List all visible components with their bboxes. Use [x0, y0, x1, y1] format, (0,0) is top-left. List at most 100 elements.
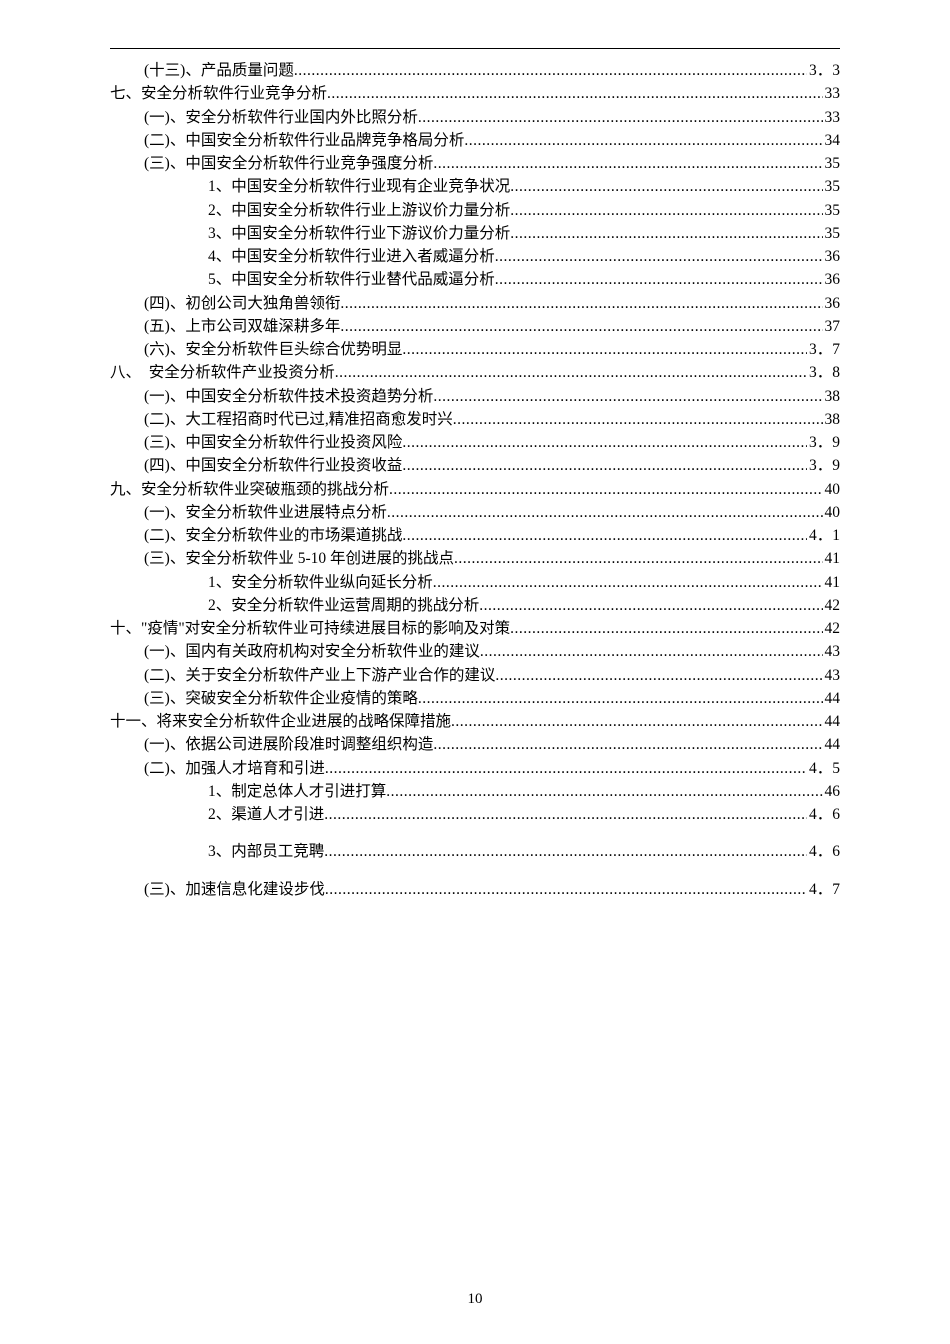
- toc-row: 十一、将来安全分析软件企业进展的战略保障措施44: [110, 710, 840, 733]
- toc-leader-dots: [387, 501, 823, 524]
- toc-leader-dots: [402, 454, 807, 477]
- toc-leader-dots: [495, 268, 823, 291]
- toc-entry-label: 2、安全分析软件业运营周期的挑战分析: [208, 594, 479, 617]
- toc-entry-label: 3、内部员工竞聘: [208, 840, 324, 863]
- toc-leader-dots: [510, 222, 822, 245]
- toc-leader-dots: [480, 640, 823, 663]
- toc-entry-page: 40: [823, 501, 841, 524]
- toc-row: (三)、加速信息化建设步伐 4．7: [110, 878, 840, 901]
- toc-leader-dots: [495, 664, 822, 687]
- toc-entry-page: 42: [823, 617, 841, 640]
- toc-leader-dots: [325, 878, 807, 901]
- toc-row: (四)、初创公司大独角兽领衔36: [110, 292, 840, 315]
- toc-entry-label: 1、中国安全分析软件行业现有企业竞争状况: [208, 175, 510, 198]
- toc-row: 1、安全分析软件业纵向延长分析 41: [110, 571, 840, 594]
- toc-leader-dots: [464, 129, 822, 152]
- toc-entry-label: (三)、安全分析软件业 5-10 年创进展的挑战点: [144, 547, 454, 570]
- toc-entry-page: 3．8: [807, 361, 840, 384]
- toc-leader-dots: [386, 780, 822, 803]
- toc-entry-label: (一)、国内有关政府机构对安全分析软件业的建议: [144, 640, 480, 663]
- toc-entry-page: 38: [823, 408, 841, 431]
- toc-entry-label: 1、制定总体人才引进打算: [208, 780, 386, 803]
- toc-entry-page: 46: [823, 780, 841, 803]
- toc-entry-label: (三)、加速信息化建设步伐: [144, 878, 325, 901]
- toc-entry-page: 35: [823, 222, 841, 245]
- toc-entry-label: (三)、突破安全分析软件企业疫情的策略: [144, 687, 418, 710]
- toc-row: (一)、依据公司进展阶段准时调整组织构造44: [110, 733, 840, 756]
- toc-entry-page: 42: [823, 594, 841, 617]
- toc-entry-label: 1、安全分析软件业纵向延长分析: [208, 571, 433, 594]
- toc-entry-label: (三)、中国安全分析软件行业竞争强度分析: [144, 152, 433, 175]
- toc-leader-dots: [402, 431, 807, 454]
- toc-row: (一)、国内有关政府机构对安全分析软件业的建议 43: [110, 640, 840, 663]
- toc-row: (二)、安全分析软件业的市场渠道挑战 4．1: [110, 524, 840, 547]
- toc-entry-page: 43: [823, 664, 841, 687]
- toc-row: 2、中国安全分析软件行业上游议价力量分析35: [110, 199, 840, 222]
- toc-entry-page: 3．9: [807, 431, 840, 454]
- toc-entry-page: 33: [823, 106, 841, 129]
- table-of-contents: (十三)、产品质量问题 3．3七、安全分析软件行业竞争分析33(一)、安全分析软…: [110, 59, 840, 901]
- toc-row: (三)、中国安全分析软件行业投资风险 3．9: [110, 431, 840, 454]
- toc-leader-dots: [325, 757, 807, 780]
- toc-leader-dots: [418, 106, 823, 129]
- toc-entry-label: (四)、初创公司大独角兽领衔: [144, 292, 340, 315]
- toc-entry-page: 33: [823, 82, 841, 105]
- toc-row: 1、制定总体人才引进打算 46: [110, 780, 840, 803]
- toc-row: (一)、安全分析软件业进展特点分析 40: [110, 501, 840, 524]
- toc-entry-page: 34: [823, 129, 841, 152]
- toc-row: 2、渠道人才引进 4．6: [110, 803, 840, 826]
- toc-row: (一)、安全分析软件行业国内外比照分析 33: [110, 106, 840, 129]
- toc-entry-page: 38: [823, 385, 841, 408]
- toc-leader-dots: [433, 152, 822, 175]
- toc-row: (三)、安全分析软件业 5-10 年创进展的挑战点 41: [110, 547, 840, 570]
- toc-row: 5、中国安全分析软件行业替代品威逼分析 36: [110, 268, 840, 291]
- toc-entry-label: 八、 安全分析软件产业投资分析: [110, 361, 335, 384]
- toc-entry-label: (二)、大工程招商时代已过,精准招商愈发时兴: [144, 408, 453, 431]
- toc-entry-label: 2、渠道人才引进: [208, 803, 324, 826]
- toc-entry-page: 4．1: [807, 524, 840, 547]
- toc-entry-page: 44: [823, 687, 841, 710]
- toc-row: (一)、中国安全分析软件技术投资趋势分析38: [110, 385, 840, 408]
- toc-entry-label: (一)、安全分析软件业进展特点分析: [144, 501, 387, 524]
- toc-row: (四)、中国安全分析软件行业投资收益 3．9: [110, 454, 840, 477]
- toc-entry-label: 2、中国安全分析软件行业上游议价力量分析: [208, 199, 510, 222]
- toc-entry-label: (四)、中国安全分析软件行业投资收益: [144, 454, 402, 477]
- toc-row: (二)、大工程招商时代已过,精准招商愈发时兴 38: [110, 408, 840, 431]
- toc-leader-dots: [340, 315, 822, 338]
- toc-entry-label: (一)、安全分析软件行业国内外比照分析: [144, 106, 418, 129]
- toc-entry-page: 40: [823, 478, 841, 501]
- toc-entry-label: (二)、中国安全分析软件行业品牌竞争格局分析: [144, 129, 464, 152]
- toc-entry-page: 41: [823, 547, 841, 570]
- toc-entry-page: 37: [823, 315, 841, 338]
- toc-entry-label: (二)、加强人才培育和引进: [144, 757, 325, 780]
- toc-entry-page: 36: [823, 245, 841, 268]
- toc-entry-page: 41: [823, 571, 841, 594]
- toc-entry-label: (一)、依据公司进展阶段准时调整组织构造: [144, 733, 433, 756]
- toc-entry-page: 4．6: [807, 840, 840, 863]
- toc-leader-dots: [433, 733, 822, 756]
- toc-leader-dots: [451, 710, 822, 733]
- toc-row: (三)、中国安全分析软件行业竞争强度分析 35: [110, 152, 840, 175]
- toc-entry-page: 35: [823, 175, 841, 198]
- toc-entry-page: 4．5: [807, 757, 840, 780]
- toc-entry-label: 3、中国安全分析软件行业下游议价力量分析: [208, 222, 510, 245]
- toc-entry-page: 4．6: [807, 803, 840, 826]
- toc-leader-dots: [433, 571, 823, 594]
- toc-entry-page: 4．7: [807, 878, 840, 901]
- toc-entry-page: 35: [823, 152, 841, 175]
- toc-row: 七、安全分析软件行业竞争分析33: [110, 82, 840, 105]
- toc-entry-label: (二)、安全分析软件业的市场渠道挑战: [144, 524, 402, 547]
- toc-entry-page: 3．9: [807, 454, 840, 477]
- toc-row: (二)、关于安全分析软件产业上下游产业合作的建议43: [110, 664, 840, 687]
- toc-entry-label: 5、中国安全分析软件行业替代品威逼分析: [208, 268, 495, 291]
- toc-entry-page: 36: [823, 268, 841, 291]
- toc-row: 3、内部员工竞聘 4．6: [110, 840, 840, 863]
- toc-leader-dots: [335, 361, 807, 384]
- toc-leader-dots: [510, 199, 822, 222]
- toc-entry-label: 九、安全分析软件业突破瓶颈的挑战分析: [110, 478, 389, 501]
- toc-leader-dots: [389, 478, 822, 501]
- toc-entry-label: (六)、安全分析软件巨头综合优势明显: [144, 338, 402, 361]
- toc-entry-page: 43: [823, 640, 841, 663]
- toc-row: 十、"疫情"对安全分析软件业可持续进展目标的影响及对策42: [110, 617, 840, 640]
- toc-entry-page: 3．3: [807, 59, 840, 82]
